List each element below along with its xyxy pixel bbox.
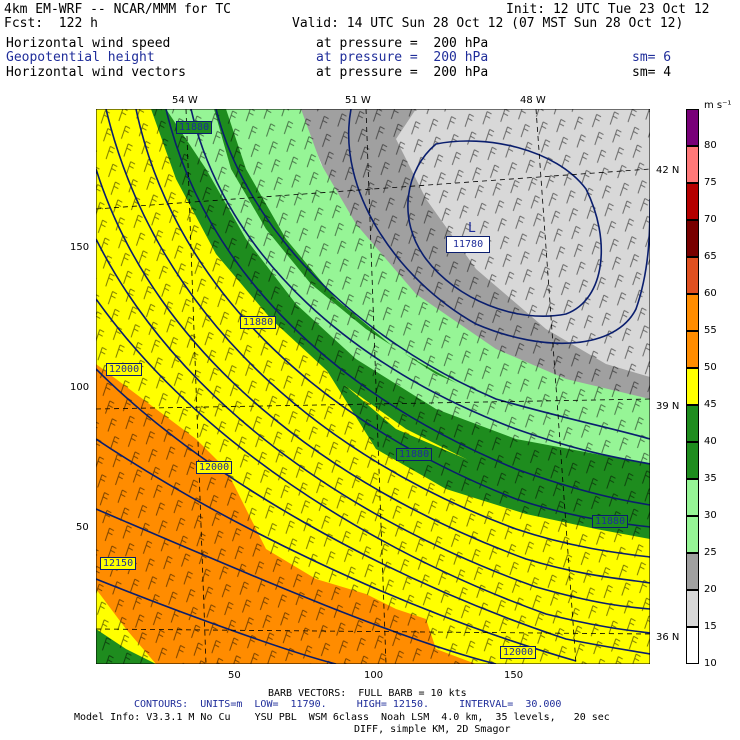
legend-swatch bbox=[686, 331, 699, 368]
legend-unit: m s⁻¹ bbox=[704, 100, 732, 111]
contour-label: 12150 bbox=[100, 557, 137, 570]
field-name-2: Geopotential height bbox=[6, 50, 155, 65]
legend-swatch bbox=[686, 146, 699, 183]
contour-note: CONTOURS: UNITS=m LOW= 11790. HIGH= 1215… bbox=[134, 699, 562, 710]
low-marker: L bbox=[468, 221, 476, 236]
legend-swatch bbox=[686, 590, 699, 627]
legend-swatch bbox=[686, 294, 699, 331]
legend-label: 10 bbox=[704, 658, 717, 669]
legend-swatch bbox=[686, 516, 699, 553]
legend-swatch bbox=[686, 220, 699, 257]
model-title: 4km EM-WRF -- NCAR/MMM for TC bbox=[4, 2, 231, 17]
model-info: Model Info: V3.3.1 M No Cu YSU PBL WSM 6… bbox=[74, 712, 610, 723]
x-tick-50: 50 bbox=[228, 670, 241, 681]
legend-swatch bbox=[686, 479, 699, 516]
legend-swatch bbox=[686, 368, 699, 405]
low-value: 11780 bbox=[446, 236, 491, 253]
legend-label: 40 bbox=[704, 436, 717, 447]
legend-label: 70 bbox=[704, 214, 717, 225]
legend-label: 80 bbox=[704, 140, 717, 151]
contour-label: 11880 bbox=[240, 316, 277, 329]
legend-swatch bbox=[686, 183, 699, 220]
lon-label-48w: 48 W bbox=[520, 95, 546, 106]
field-level-2: at pressure = 200 hPa bbox=[316, 50, 489, 65]
contour-label: 12000 bbox=[196, 461, 233, 474]
legend-swatch bbox=[686, 442, 699, 479]
x-tick-150: 150 bbox=[504, 670, 524, 681]
field-level-1: at pressure = 200 hPa bbox=[316, 36, 489, 51]
legend-label: 50 bbox=[704, 362, 717, 373]
valid-time: Valid: 14 UTC Sun 28 Oct 12 (07 MST Sun … bbox=[292, 16, 684, 31]
y-tick-150: 150 bbox=[70, 242, 90, 253]
y-tick-100: 100 bbox=[70, 382, 90, 393]
lon-label-51w: 51 W bbox=[345, 95, 371, 106]
contour-label: 11880 bbox=[592, 515, 629, 528]
diff-info: DIFF, simple KM, 2D Smagor bbox=[354, 724, 511, 735]
barb-field bbox=[96, 109, 650, 664]
legend-label: 25 bbox=[704, 547, 717, 558]
contour-label: 11880 bbox=[396, 448, 433, 461]
field-sm-3: sm= 4 bbox=[632, 65, 672, 80]
height-contours bbox=[96, 109, 650, 664]
legend-swatch bbox=[686, 109, 699, 146]
field-name-3: Horizontal wind vectors bbox=[6, 65, 187, 80]
legend-label: 65 bbox=[704, 251, 717, 262]
legend-swatch bbox=[686, 405, 699, 442]
lat-label-42n: 42 N bbox=[656, 165, 680, 176]
legend-label: 55 bbox=[704, 325, 717, 336]
field-level-3: at pressure = 200 hPa bbox=[316, 65, 489, 80]
legend-swatch bbox=[686, 553, 699, 590]
legend-swatch bbox=[686, 257, 699, 294]
wind-speed-map bbox=[96, 109, 650, 664]
lat-label-39n: 39 N bbox=[656, 401, 680, 412]
init-time: Init: 12 UTC Tue 23 Oct 12 bbox=[506, 2, 710, 17]
barb-note: BARB VECTORS: FULL BARB = 10 kts bbox=[268, 688, 467, 699]
lat-label-36n: 36 N bbox=[656, 632, 680, 643]
legend-label: 35 bbox=[704, 473, 717, 484]
contour-label: 12000 bbox=[106, 363, 143, 376]
contour-label: 12000 bbox=[500, 646, 537, 659]
legend-label: 60 bbox=[704, 288, 717, 299]
field-sm-2: sm= 6 bbox=[632, 50, 672, 65]
contour-label: 11880 bbox=[176, 121, 213, 134]
legend-label: 30 bbox=[704, 510, 717, 521]
forecast-hour: Fcst: 122 h bbox=[4, 16, 98, 31]
legend-label: 75 bbox=[704, 177, 717, 188]
lon-label-54w: 54 W bbox=[172, 95, 198, 106]
legend-label: 45 bbox=[704, 399, 717, 410]
legend-swatch bbox=[686, 627, 699, 664]
legend-label: 15 bbox=[704, 621, 717, 632]
y-tick-50: 50 bbox=[76, 522, 89, 533]
legend-label: 20 bbox=[704, 584, 717, 595]
field-name-1: Horizontal wind speed bbox=[6, 36, 171, 51]
x-tick-100: 100 bbox=[364, 670, 384, 681]
